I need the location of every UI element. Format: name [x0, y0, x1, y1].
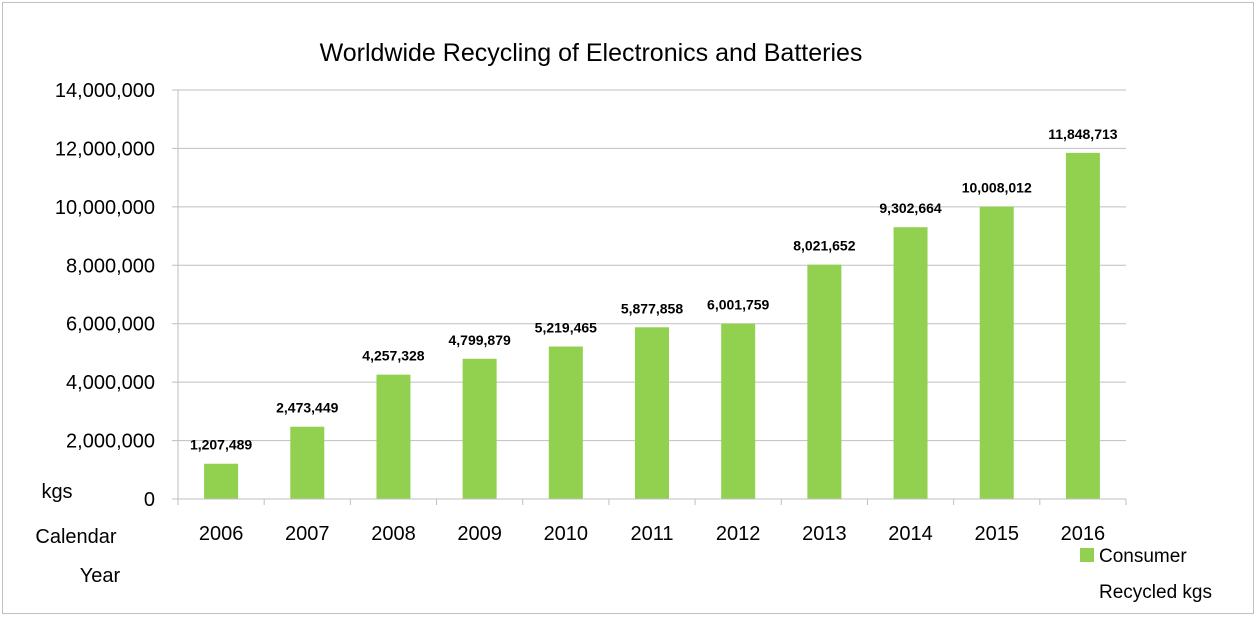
bar-value-label: 5,219,465: [535, 320, 597, 336]
x-tick-label: 2011: [630, 523, 673, 545]
y-tick-label: 8,000,000: [66, 255, 155, 277]
bar-2009: [462, 358, 497, 499]
bar-2016: [1065, 152, 1100, 499]
bar-value-label: 2,473,449: [276, 400, 338, 416]
x-tick-label: 2015: [974, 523, 1019, 545]
chart-title: Worldwide Recycling of Electronics and B…: [320, 39, 863, 67]
x-axis-label-line1: Calendar: [35, 526, 117, 548]
x-tick-label: 2012: [716, 523, 761, 545]
x-axis-label-line2: Year: [80, 565, 121, 587]
x-tick-label: 2014: [888, 523, 933, 545]
x-tick-label: 2007: [285, 523, 330, 545]
legend-swatch: [1080, 548, 1094, 562]
y-tick-label: 2,000,000: [66, 431, 155, 453]
bar-2011: [635, 327, 669, 499]
y-tick-label: 12,000,000: [55, 138, 155, 160]
bar-2008: [376, 374, 411, 499]
bar-value-label: 11,848,713: [1048, 126, 1118, 142]
y-tick-label: 4,000,000: [66, 372, 155, 394]
y-tick-label: 14,000,000: [55, 80, 155, 102]
x-tick-label: 2013: [802, 523, 847, 545]
bar-labels: 1,207,489 2,473,449 4,257,328 4,799,879 5,21…: [190, 126, 1118, 453]
legend-label-line2: Recycled kgs: [1099, 582, 1212, 603]
bar-value-label: 9,302,664: [879, 200, 941, 216]
x-tick-label: 2009: [457, 523, 502, 545]
bar-2015: [979, 206, 1014, 499]
bar-2013: [807, 264, 842, 499]
bar-value-label: 8,021,652: [793, 238, 855, 254]
y-tick-label: 0: [144, 489, 155, 511]
bar-value-label: 5,877,858: [621, 300, 683, 316]
legend-label-line1: Consumer: [1099, 546, 1187, 567]
bars: [204, 152, 1100, 499]
bar-value-label: 10,008,012: [962, 180, 1032, 196]
y-tick-label: 6,000,000: [66, 314, 155, 336]
bar-2010: [548, 346, 583, 499]
x-axis-ticks: 2006 2007 2008 2009 2010 2011 2012 2013 2014 2015…: [177, 498, 1127, 545]
bar-value-label: 4,257,328: [362, 348, 424, 364]
bar-2014: [893, 227, 928, 499]
x-tick-label: 2016: [1061, 523, 1106, 545]
y-axis-ticks: 0 2,000,000 4,000,000 6,000,000 8,000,000 10,…: [55, 80, 155, 511]
x-tick-label: 2008: [371, 523, 416, 545]
bar-value-label: 1,207,489: [190, 437, 252, 453]
bar-2012: [721, 323, 756, 499]
y-tick-label: 10,000,000: [55, 197, 155, 219]
bar-value-label: 4,799,879: [448, 332, 510, 348]
bar-value-label: 6,001,759: [707, 297, 769, 313]
bar-2007: [290, 426, 325, 499]
bar-2006: [204, 463, 239, 499]
x-tick-label: 2010: [544, 523, 589, 545]
x-tick-label: 2006: [199, 523, 244, 545]
y-axis-label: kgs: [41, 481, 72, 503]
